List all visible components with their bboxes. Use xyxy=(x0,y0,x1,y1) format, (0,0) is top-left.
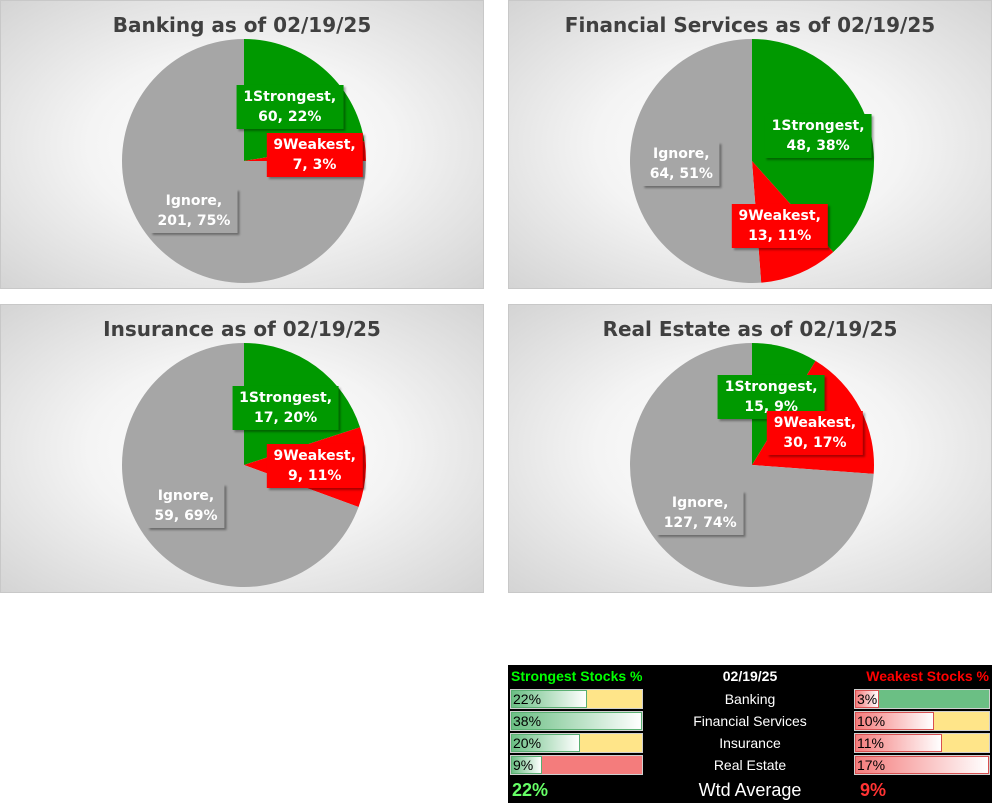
weakest-bar-cell: 11% xyxy=(854,733,990,753)
avg-weakest: 9% xyxy=(860,780,887,800)
weakest-bar-cell: 10% xyxy=(854,711,990,731)
weakest-bar xyxy=(855,756,989,774)
label-ignore: Ignore, 201, 75% xyxy=(150,189,238,234)
weakest-bar-cell: 17% xyxy=(854,755,990,775)
strongest-bar xyxy=(511,734,581,752)
strongest-value: 22% xyxy=(513,691,542,707)
strongest-bar-cell: 22% xyxy=(510,689,643,709)
label-weakest: 9Weakest, 7, 3% xyxy=(266,133,363,178)
strongest-value: 9% xyxy=(513,757,534,773)
header-weakest: Weakest Stocks % xyxy=(866,668,989,684)
label-ignore: Ignore, 59, 69% xyxy=(147,483,225,528)
weakest-bar xyxy=(855,690,880,708)
label-ignore: Ignore, 127, 74% xyxy=(656,491,744,536)
label-ignore: Ignore, 64, 51% xyxy=(642,141,720,186)
sector-name: Insurance xyxy=(719,735,781,751)
sector-name: Banking xyxy=(724,691,776,707)
chart-title: Insurance as of 02/19/25 xyxy=(103,317,381,341)
pie-chart xyxy=(121,343,366,587)
insurance-chart: Insurance as of 02/19/25 1Strongest, 17, … xyxy=(0,304,484,593)
weakest-bar xyxy=(855,712,935,730)
real-estate-chart: Real Estate as of 02/19/25 1Strongest, 15… xyxy=(508,304,992,593)
strongest-bar-cell: 38% xyxy=(510,711,643,731)
weakest-value: 3% xyxy=(857,691,878,707)
sector-name: Real Estate xyxy=(713,757,787,773)
label-weakest: 9Weakest, 30, 17% xyxy=(766,410,864,455)
label-weakest: 9Weakest, 9, 11% xyxy=(266,444,363,489)
sector-name: Financial Services xyxy=(693,713,807,729)
pie-chart xyxy=(122,39,366,283)
weakest-value: 17% xyxy=(857,757,886,773)
summary-table: Strongest Stocks % 02/19/25 Weakest Stoc… xyxy=(508,665,992,803)
weakest-bar xyxy=(855,734,943,752)
financial-services-chart: Financial Services as of 02/19/25 1Stron… xyxy=(508,0,992,289)
avg-strongest: 22% xyxy=(512,780,549,800)
chart-title: Financial Services as of 02/19/25 xyxy=(564,13,936,37)
weakest-bar-cell: 3% xyxy=(854,689,990,709)
strongest-value: 38% xyxy=(513,713,542,729)
chart-title: Banking as of 02/19/25 xyxy=(112,13,372,37)
strongest-bar xyxy=(511,712,642,730)
chart-title: Real Estate as of 02/19/25 xyxy=(602,317,898,341)
avg-label: Wtd Average xyxy=(698,780,802,800)
header-strongest: Strongest Stocks % xyxy=(511,668,643,684)
label-weakest: 9Weakest, 13, 11% xyxy=(731,204,828,249)
strongest-value: 20% xyxy=(513,735,542,751)
weakest-value: 11% xyxy=(857,735,884,751)
header-date: 02/19/25 xyxy=(722,668,778,684)
label-strongest: 1Strongest, 48, 38% xyxy=(764,113,872,158)
weakest-value: 10% xyxy=(857,713,886,729)
strongest-bar-cell: 20% xyxy=(510,733,643,753)
strongest-bar xyxy=(511,756,543,774)
label-strongest: 1Strongest, 17, 20% xyxy=(232,385,340,430)
strongest-bar-cell: 9% xyxy=(510,755,643,775)
strongest-bar xyxy=(511,690,587,708)
banking-chart: Banking as of 02/19/25 1Strongest, 60, 22… xyxy=(0,0,484,289)
pie-chart xyxy=(629,343,874,587)
label-strongest: 1Strongest, 60, 22% xyxy=(236,85,344,130)
